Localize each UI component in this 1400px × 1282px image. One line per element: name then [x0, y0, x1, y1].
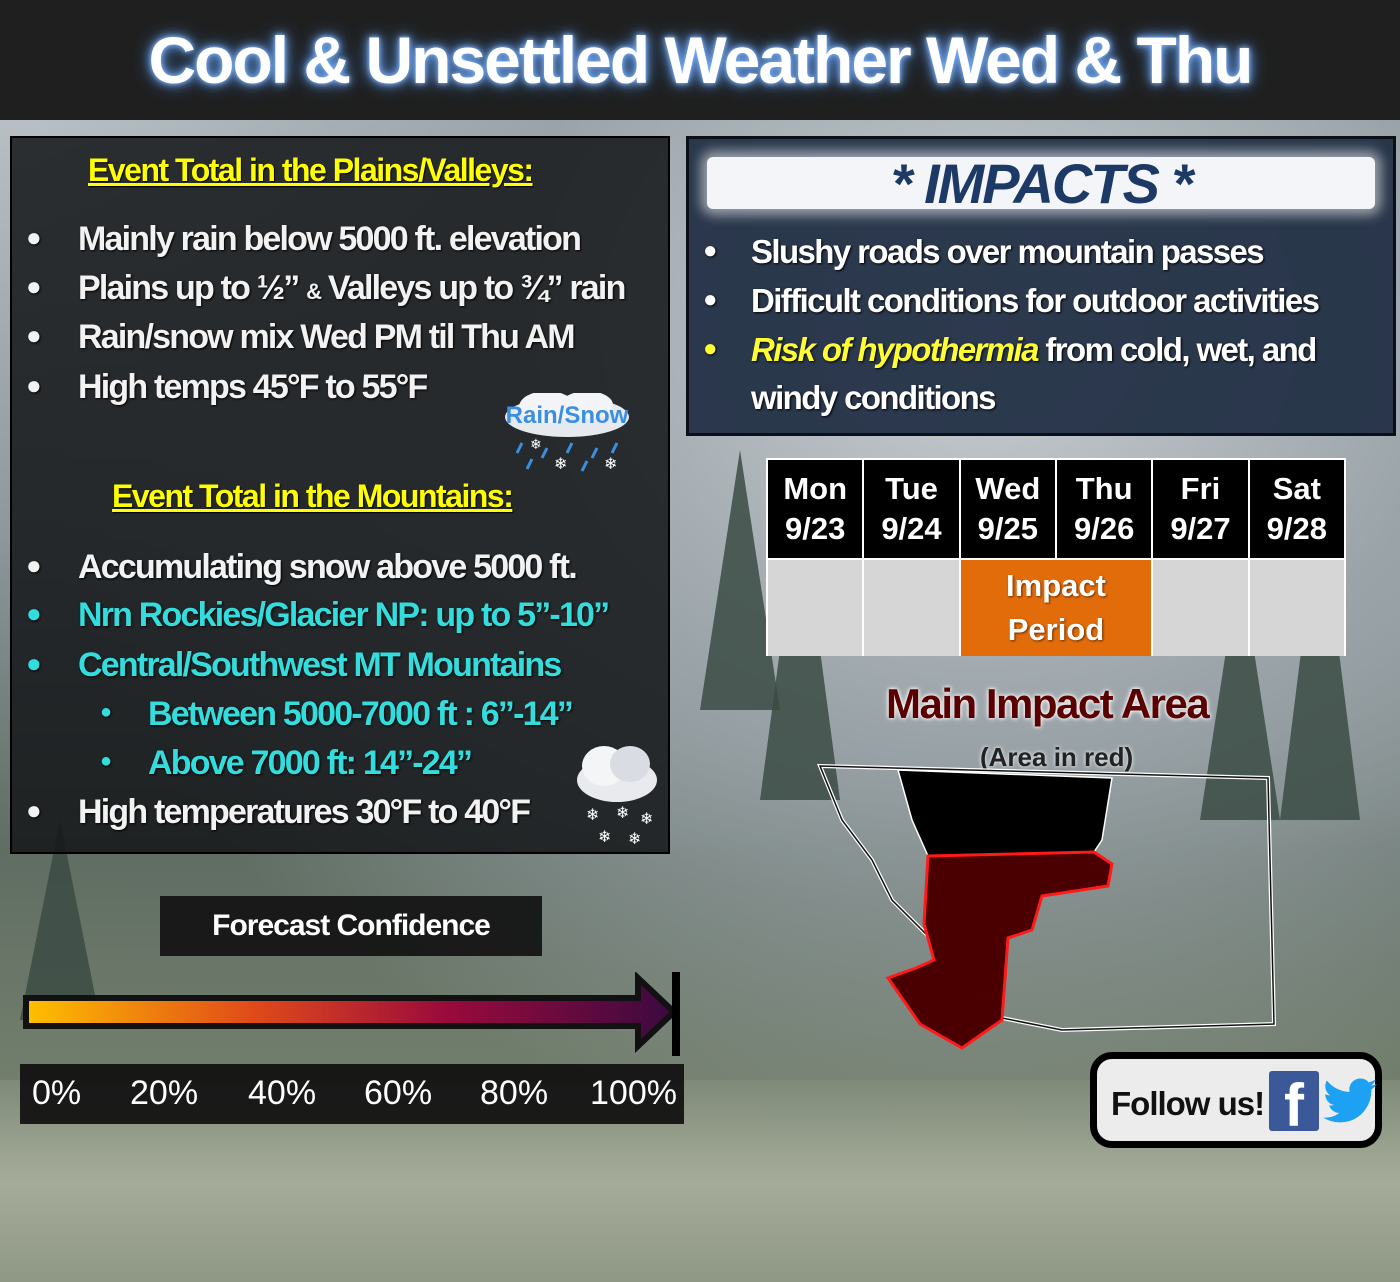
forecast-confidence-label: Forecast Confidence — [160, 896, 542, 956]
day-cell — [864, 560, 959, 656]
follow-us-text: Follow us! — [1111, 1085, 1265, 1122]
confidence-tick: 80% — [480, 1074, 549, 1112]
title-bar: Cool & Unsettled Weather Wed & Thu — [0, 0, 1400, 120]
day-header: Fri 9/27 — [1153, 460, 1248, 558]
facebook-icon[interactable]: f — [1269, 1071, 1319, 1131]
confidence-tick: 60% — [364, 1074, 433, 1112]
impacts-title: * IMPACTS * — [890, 151, 1194, 215]
page-title: Cool & Unsettled Weather Wed & Thu — [148, 23, 1254, 97]
mountains-heading: Event Total in the Mountains: — [112, 478, 514, 514]
event-totals-panel: Event Total in the Plains/Valleys: ● Main… — [10, 136, 670, 854]
confidence-gradient-bar — [23, 972, 680, 1056]
follow-us-box[interactable]: Follow us! f — [1090, 1052, 1382, 1148]
confidence-arrow — [23, 972, 679, 1053]
svg-text:❄: ❄ — [554, 456, 567, 473]
day-header: Thu 9/26 — [1057, 460, 1152, 558]
mountains-subitem: ● Between 5000-7000 ft : 6”-14” — [100, 695, 574, 733]
northern-zone — [897, 769, 1113, 857]
rain-snow-cloud-icon: Rain/Snow ❄ ❄ ❄ — [505, 393, 629, 473]
impact-item-continuation: windy conditions — [751, 379, 997, 416]
twitter-icon[interactable] — [1323, 1077, 1377, 1125]
day-header: Wed 9/25 — [960, 460, 1055, 558]
svg-text:❄: ❄ — [616, 803, 629, 822]
plains-heading: Event Total in the Plains/Valleys: — [88, 152, 534, 188]
confidence-tick: 40% — [248, 1074, 317, 1112]
impact-item: ● Difficult conditions for outdoor activi… — [703, 282, 1320, 319]
map-subtitle: (Area in red) — [980, 742, 1134, 772]
plains-item: ● Plains up to ½” & Valleys up to ¾” rain — [26, 269, 626, 307]
impact-period-cell: Impact Period — [960, 560, 1152, 656]
svg-text:❄: ❄ — [628, 829, 641, 848]
mountains-item: ● High temperatures 30°F to 40°F — [26, 793, 531, 831]
plains-item: ● Mainly rain below 5000 ft. elevation — [26, 220, 582, 258]
day-cell — [1249, 560, 1344, 656]
svg-text:❄: ❄ — [598, 827, 611, 846]
day-cell — [768, 560, 863, 656]
rain-snow-label: Rain/Snow — [506, 402, 629, 429]
mountains-subitem: ● Above 7000 ft: 14”-24” — [100, 744, 473, 782]
confidence-tick: 20% — [130, 1074, 199, 1112]
plains-item: ● High temps 45°F to 55°F — [26, 368, 428, 406]
svg-text:❄: ❄ — [586, 805, 599, 824]
svg-text:❄: ❄ — [640, 809, 653, 828]
mountains-item: ● Accumulating snow above 5000 ft. — [26, 548, 578, 586]
hypothermia-highlight: Risk of hypothermia — [751, 331, 1039, 368]
plains-item: ● Rain/snow mix Wed PM til Thu AM — [26, 318, 576, 356]
snow-cloud-icon: ❄ ❄ ❄ ❄ ❄ — [577, 746, 657, 848]
day-header: Sat 9/28 — [1249, 460, 1344, 558]
confidence-level-marker — [672, 972, 680, 1056]
day-timeline: Mon 9/23 Tue 9/24 Wed 9/25 Thu 9/26 Fri 9/27 … — [766, 458, 1346, 656]
day-header: Mon 9/23 — [768, 460, 863, 558]
confidence-tick: 100% — [590, 1074, 677, 1112]
map-title: Main Impact Area — [886, 680, 1210, 727]
mountains-item: ● Nrn Rockies/Glacier NP: up to 5”-10” — [26, 596, 610, 634]
main-impact-area — [885, 850, 1114, 1050]
impacts-banner: * IMPACTS * — [707, 152, 1375, 215]
day-cell — [1153, 560, 1248, 656]
impact-area-map — [816, 763, 1277, 1050]
svg-text:❄: ❄ — [530, 436, 542, 452]
confidence-scale: 0% 20% 40% 60% 80% 100% — [20, 1064, 684, 1124]
mountains-item: ● Central/Southwest MT Mountains — [26, 646, 562, 684]
confidence-tick: 0% — [32, 1074, 82, 1112]
impact-item: ● Risk of hypothermia from cold, wet, and — [703, 331, 1317, 368]
day-header: Tue 9/24 — [864, 460, 959, 558]
impact-item: ● Slushy roads over mountain passes — [703, 233, 1265, 270]
impacts-panel: * IMPACTS * ● Slushy roads over mountain … — [686, 136, 1396, 436]
svg-text:❄: ❄ — [604, 456, 617, 473]
